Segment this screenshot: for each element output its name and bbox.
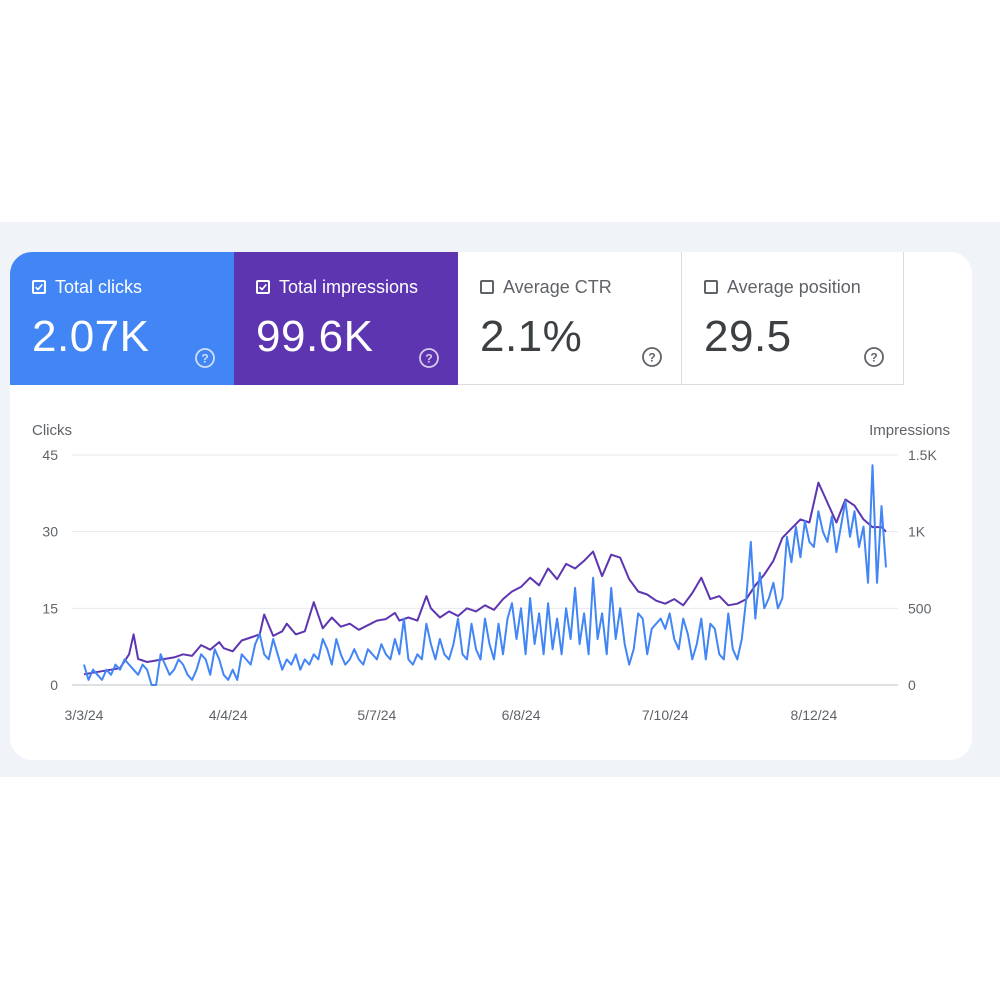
metric-value: 2.1%	[480, 312, 583, 361]
x-tick-label: 4/4/24	[209, 707, 248, 723]
svg-text:?: ?	[201, 352, 208, 366]
series-line-impressions	[83, 481, 887, 676]
y-left-tick-label: 15	[42, 600, 58, 616]
checkbox-checked-icon[interactable]	[32, 280, 46, 294]
y-right-tick-label: 500	[908, 600, 932, 616]
checkbox-checked-icon[interactable]	[256, 280, 270, 294]
y-right-tick-label: 1.5K	[908, 447, 937, 463]
x-tick-label: 6/8/24	[502, 707, 541, 723]
x-tick-label: 3/3/24	[65, 707, 104, 723]
help-circle-icon[interactable]: ?	[863, 346, 885, 368]
y-left-tick-label: 45	[42, 447, 58, 463]
chart-svg: Clicks Impressions 45 1.5K 30 1K 15 500 0 0 3/3…	[32, 422, 950, 723]
metric-tile-average-position[interactable]: Average position 29.5 ?	[682, 252, 904, 385]
metric-label: Total impressions	[279, 276, 419, 297]
checkbox-unchecked-icon[interactable]	[480, 280, 494, 294]
metric-value: 2.07K	[32, 312, 150, 361]
y-right-tick-label: 0	[908, 677, 916, 693]
y-right-tick-label: 1K	[908, 524, 926, 540]
svg-text:?: ?	[425, 352, 432, 366]
y-left-tick-label: 30	[42, 524, 58, 540]
help-circle-icon[interactable]: ?	[641, 346, 663, 368]
x-tick-label: 5/7/24	[357, 707, 396, 723]
help-circle-icon[interactable]: ?	[194, 347, 216, 369]
series-line-clicks	[83, 464, 887, 686]
help-circle-icon[interactable]: ?	[418, 347, 440, 369]
metric-label: Total clicks	[55, 276, 143, 297]
x-tick-label: 8/12/24	[791, 707, 838, 723]
performance-card: Total clicks 2.07K ? Total impressions 9…	[10, 252, 972, 760]
y-axis-left-label: Clicks	[32, 422, 72, 439]
x-tick-label: 7/10/24	[642, 707, 689, 723]
metric-value: 29.5	[704, 312, 792, 361]
svg-text:?: ?	[870, 351, 877, 365]
checkbox-unchecked-icon[interactable]	[704, 280, 718, 294]
metric-tile-total-impressions[interactable]: Total impressions 99.6K ?	[234, 252, 458, 385]
svg-text:?: ?	[648, 351, 655, 365]
metric-value: 99.6K	[256, 312, 374, 361]
metric-tile-total-clicks[interactable]: Total clicks 2.07K ?	[10, 252, 234, 385]
metric-tile-average-ctr[interactable]: Average CTR 2.1% ?	[458, 252, 682, 385]
metric-label: Average position	[727, 276, 861, 297]
y-axis-right-label: Impressions	[869, 422, 950, 439]
metric-label: Average CTR	[503, 276, 612, 297]
performance-chart: Clicks Impressions 45 1.5K 30 1K 15 500 0 0 3/3…	[10, 385, 972, 760]
y-left-tick-label: 0	[50, 677, 58, 693]
